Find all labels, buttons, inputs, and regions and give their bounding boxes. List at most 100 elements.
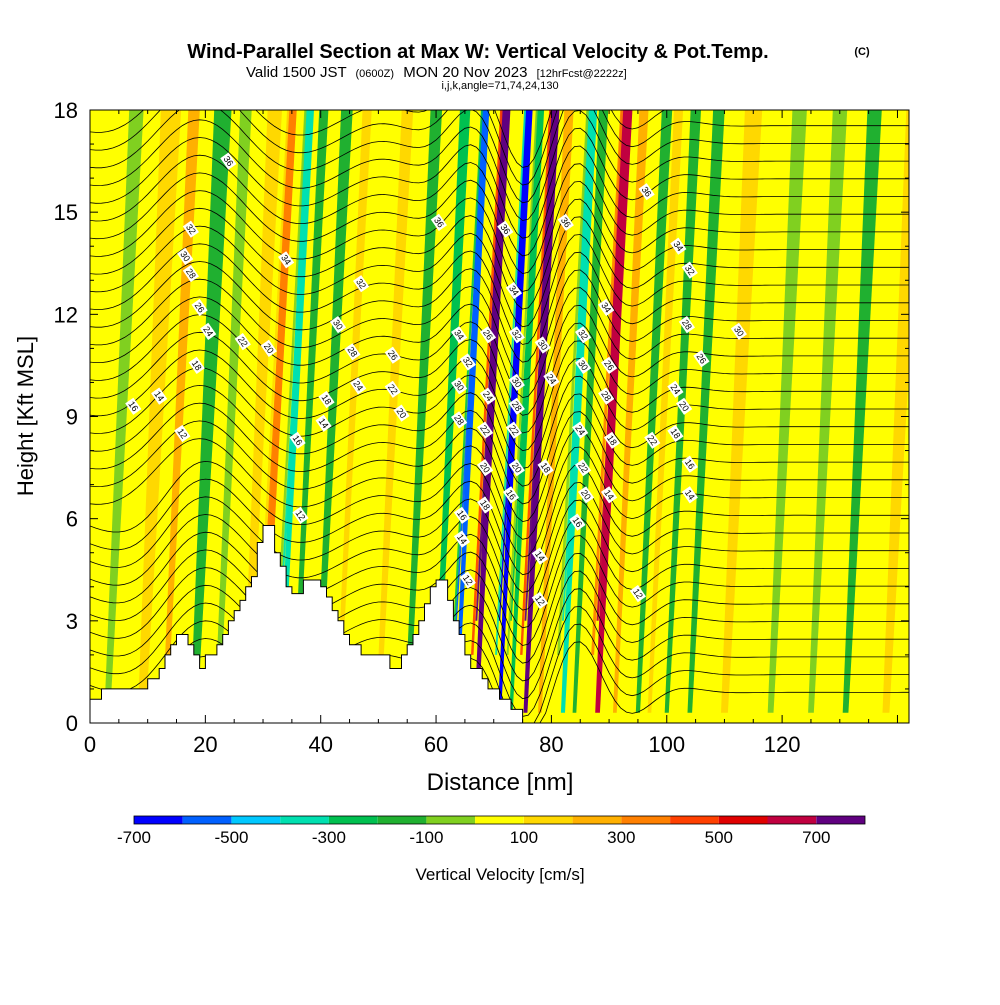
theta-label-24: 36 bbox=[430, 213, 448, 232]
theta-label-text: 14 bbox=[152, 389, 166, 403]
theta-label-bg bbox=[476, 421, 494, 439]
subtitle-forecast: [12hrFcst@2222z] bbox=[537, 68, 627, 80]
theta-label-text: 20 bbox=[510, 461, 524, 475]
theta-label-text: 26 bbox=[481, 328, 495, 342]
theta-label-text: 34 bbox=[599, 301, 613, 315]
theta-label-bg bbox=[678, 315, 696, 334]
theta-label-bg bbox=[476, 496, 494, 514]
colorbar-tick-label: 300 bbox=[607, 828, 635, 847]
theta-label-bg bbox=[598, 387, 615, 405]
theta-label-71: 18 bbox=[603, 431, 621, 449]
theta-label-bg bbox=[531, 547, 549, 565]
theta-line-9 bbox=[90, 481, 909, 593]
x-axis-label: Distance [nm] bbox=[427, 769, 574, 796]
theta-label-text: 16 bbox=[291, 433, 305, 447]
colorbar-tick-label: 100 bbox=[510, 828, 538, 847]
y-tick-label: 9 bbox=[66, 405, 78, 430]
theta-line-8 bbox=[90, 499, 909, 611]
colorbar-segment bbox=[572, 816, 622, 824]
colorbar: -700 -500 -300 -100 100 300 500 700 bbox=[117, 815, 866, 847]
theta-label-56: 22 bbox=[505, 421, 523, 439]
theta-label-bg bbox=[182, 264, 200, 283]
theta-label-text: 36 bbox=[640, 185, 654, 199]
theta-label-text: 28 bbox=[680, 318, 694, 332]
theta-label-text: 24 bbox=[481, 389, 495, 403]
theta-label-bg bbox=[644, 431, 661, 449]
theta-label-21: 14 bbox=[315, 414, 332, 432]
x-axis: 0 20 40 60 80 100 120 bbox=[84, 110, 898, 757]
theta-label-text: 32 bbox=[510, 328, 524, 342]
theta-label-52: 34 bbox=[505, 281, 523, 300]
theta-label-text: 14 bbox=[533, 549, 547, 563]
colorbar-tick-label: -500 bbox=[214, 828, 248, 847]
theta-label-72: 20 bbox=[577, 486, 595, 504]
theta-label-17: 24 bbox=[350, 377, 367, 395]
theta-label-text: 30 bbox=[452, 379, 466, 393]
theta-label-49: 22 bbox=[476, 421, 494, 439]
theta-label-text: 32 bbox=[576, 328, 590, 342]
theta-label-35: 18 bbox=[667, 424, 684, 443]
theta-label-9: 14 bbox=[151, 387, 168, 405]
theta-label-62: 14 bbox=[531, 547, 549, 565]
theta-label-text: 12 bbox=[175, 427, 189, 441]
theta-label-bg bbox=[693, 349, 710, 368]
theta-label-bg bbox=[188, 356, 205, 375]
colorbar-segment bbox=[377, 816, 427, 824]
theta-label-18: 22 bbox=[384, 380, 401, 398]
theta-label-1: 32 bbox=[182, 220, 200, 238]
theta-label-26: 36 bbox=[557, 213, 574, 232]
theta-label-text: 18 bbox=[478, 498, 492, 512]
theta-label-text: 22 bbox=[645, 433, 659, 447]
theta-label-text: 28 bbox=[599, 389, 613, 403]
theta-label-bg bbox=[569, 513, 586, 531]
theta-label-bg bbox=[667, 424, 684, 443]
theta-label-40: 34 bbox=[450, 326, 468, 344]
theta-label-text: 28 bbox=[510, 399, 524, 413]
colorbar-segment bbox=[621, 816, 670, 824]
w-band-21 bbox=[572, 110, 609, 713]
theta-label-31: 30 bbox=[730, 322, 748, 341]
theta-label-text: 20 bbox=[395, 406, 409, 420]
colorbar-tick-label: -100 bbox=[409, 828, 443, 847]
theta-label-73: 16 bbox=[569, 513, 586, 531]
w-band-17 bbox=[509, 110, 545, 713]
theta-label-text: 32 bbox=[683, 263, 697, 277]
theta-label-text: 30 bbox=[576, 358, 590, 372]
theta-label-bg bbox=[177, 247, 194, 266]
theta-label-bg bbox=[505, 421, 523, 439]
w-edge-7 bbox=[275, 110, 307, 655]
theta-line-7 bbox=[90, 517, 909, 629]
title-mark: (C) bbox=[854, 46, 870, 58]
potential-temperature-contours bbox=[90, 110, 909, 723]
theta-label-63: 12 bbox=[531, 591, 549, 610]
theta-label-60: 24 bbox=[543, 370, 560, 388]
theta-label-bg bbox=[598, 298, 615, 317]
theta-label-text: 16 bbox=[570, 515, 584, 529]
theta-label-text: 12 bbox=[461, 573, 475, 587]
theta-label-text: 36 bbox=[498, 222, 512, 236]
theta-label-53: 32 bbox=[508, 326, 525, 344]
y-tick-label: 6 bbox=[66, 507, 78, 532]
y-tick-label: 18 bbox=[54, 98, 78, 123]
theta-label-bg bbox=[459, 353, 476, 371]
w-band-29 bbox=[767, 110, 807, 713]
w-band-1 bbox=[137, 110, 182, 713]
theta-label-bg bbox=[430, 213, 448, 232]
w-edge-22 bbox=[591, 110, 624, 655]
grid-indices: i,j,k,angle=71,74,24,130 bbox=[441, 80, 558, 92]
theta-label-text: 34 bbox=[452, 328, 466, 342]
theta-label-text: 16 bbox=[126, 399, 140, 413]
theta-label-text: 30 bbox=[536, 338, 550, 352]
theta-label-bg bbox=[476, 458, 494, 477]
colorbar-segment bbox=[718, 816, 768, 824]
w-band-32 bbox=[882, 110, 909, 713]
theta-line-23 bbox=[90, 234, 909, 345]
theta-label-57: 20 bbox=[508, 458, 525, 477]
theta-label-bg bbox=[350, 377, 367, 395]
theta-label-text: 22 bbox=[576, 461, 590, 475]
w-core-17 bbox=[510, 110, 542, 621]
theta-label-50: 20 bbox=[476, 458, 494, 477]
w-band-22 bbox=[595, 110, 633, 713]
